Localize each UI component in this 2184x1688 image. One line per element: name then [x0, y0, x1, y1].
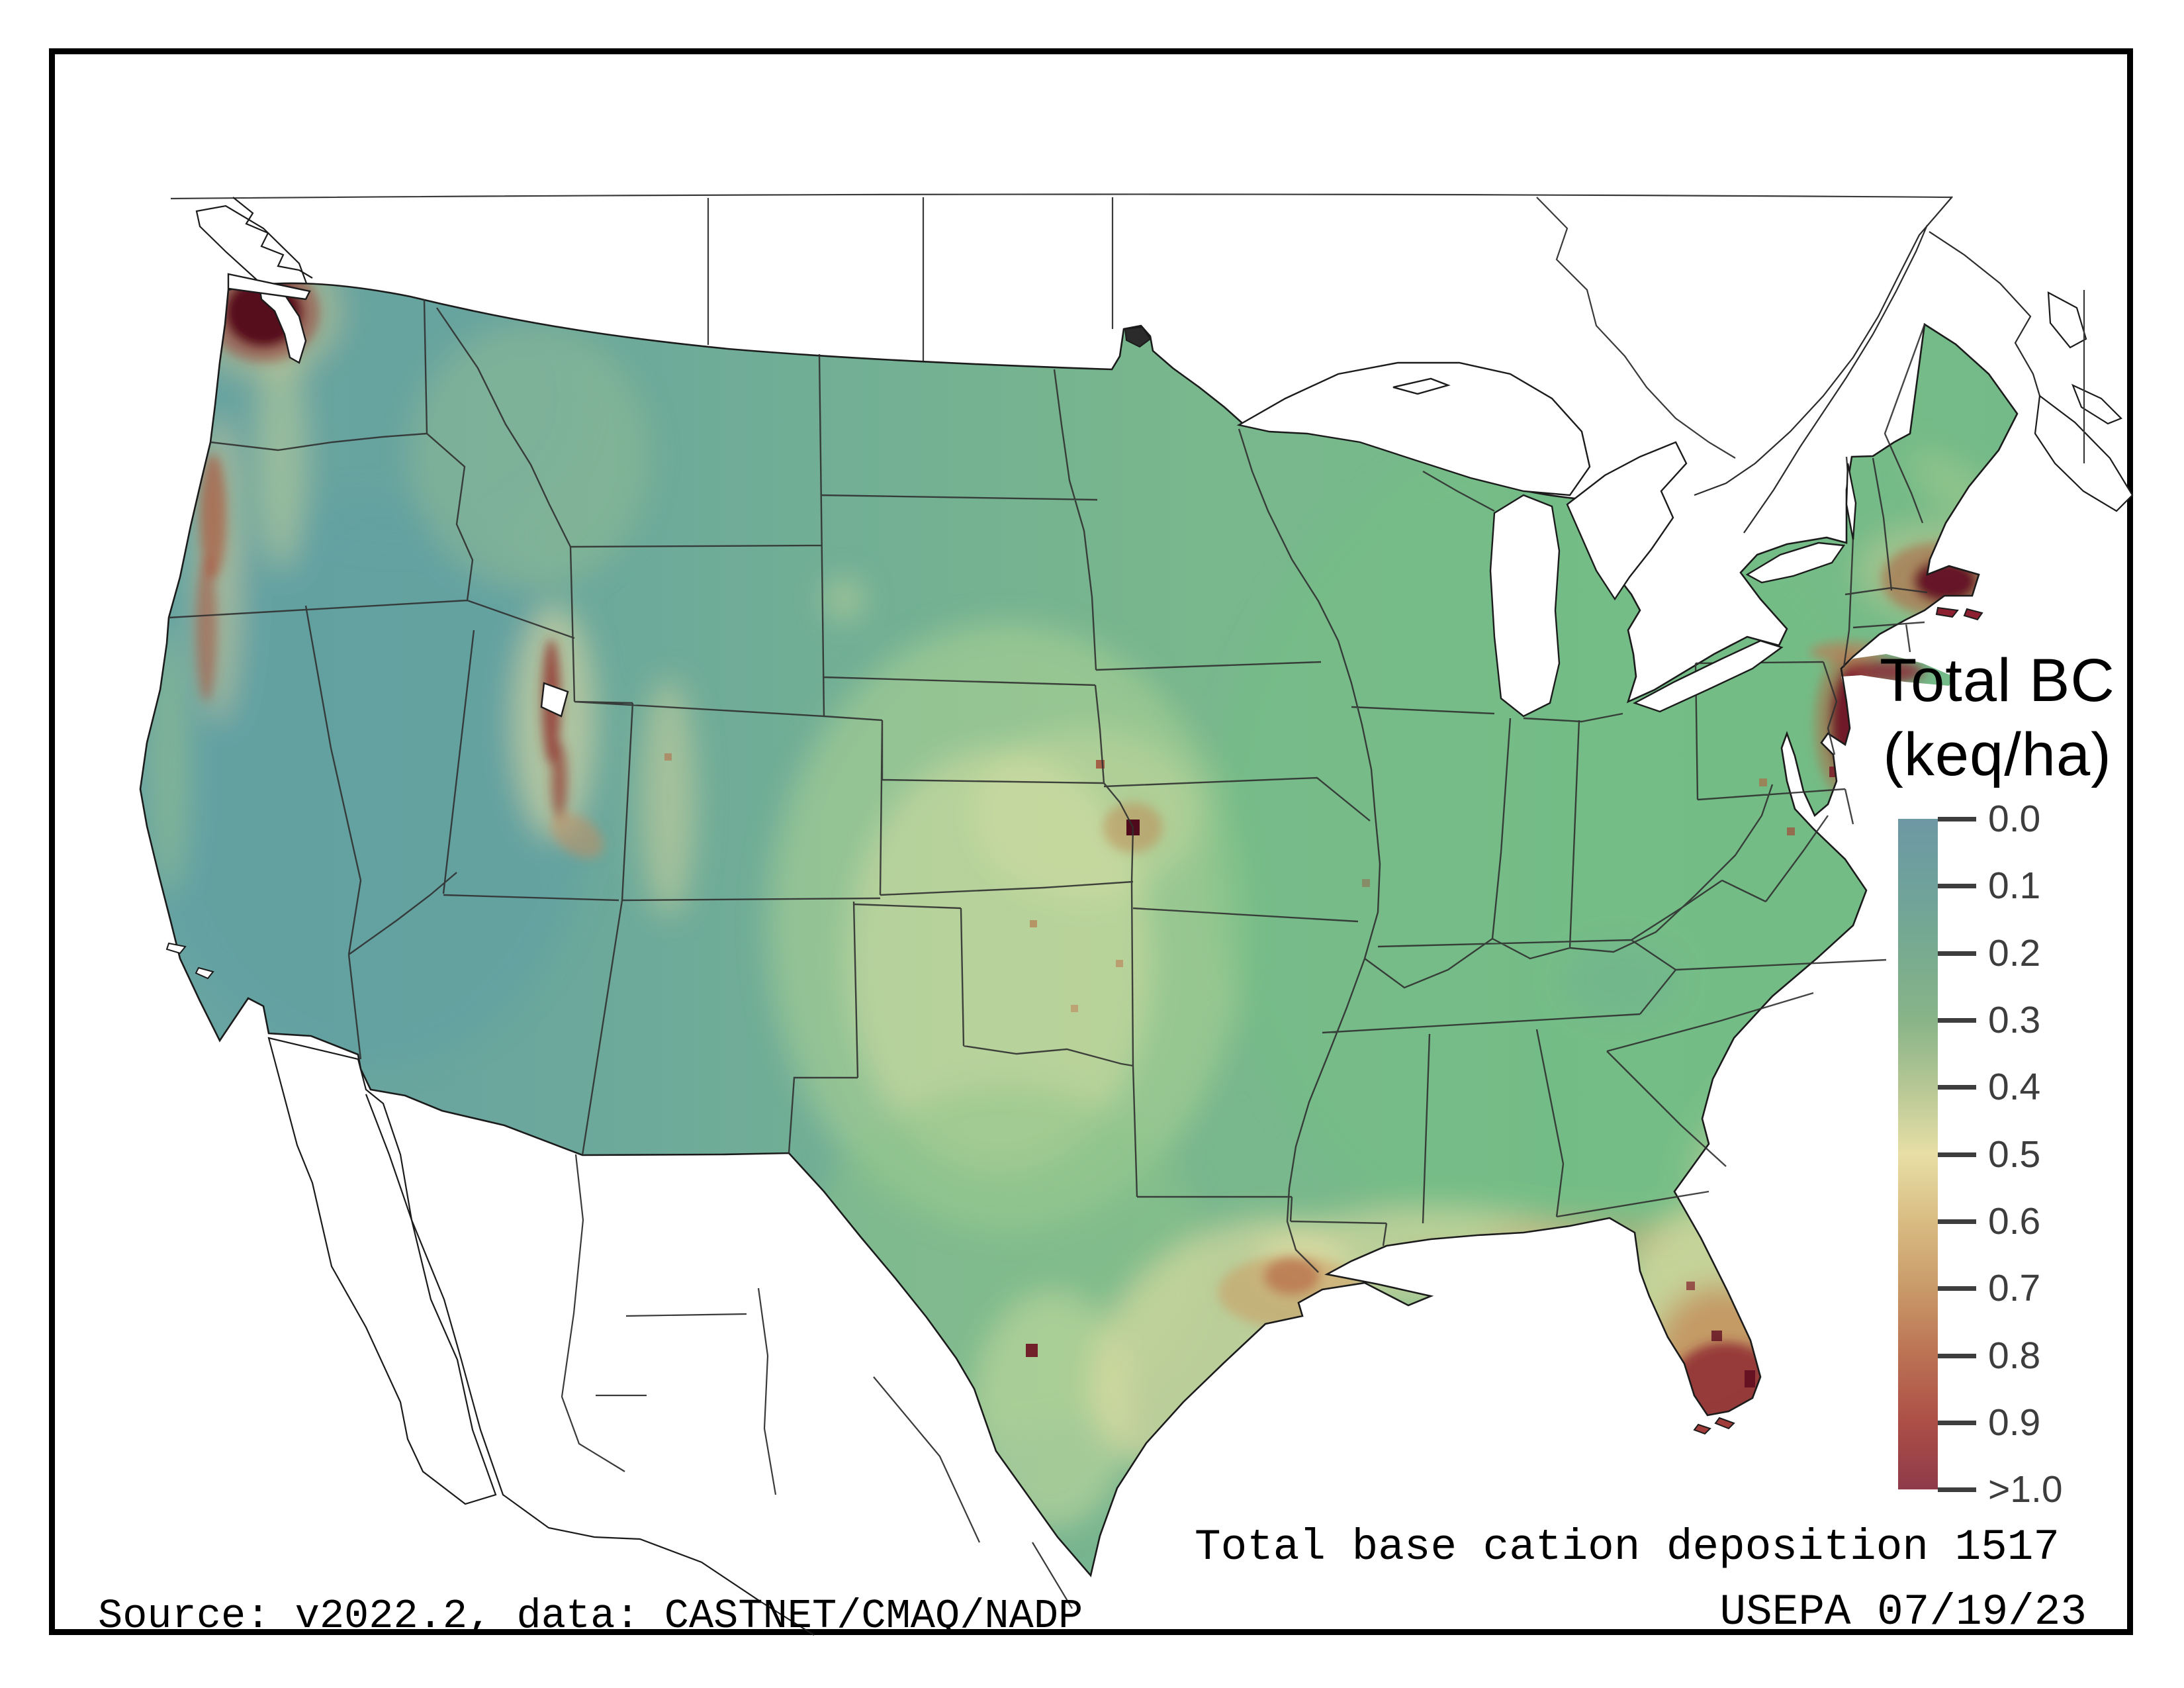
tick-mark [1938, 1017, 1976, 1023]
wash-nebraska-pale [973, 728, 1198, 900]
tick-mark [1938, 1487, 1976, 1492]
hotspot-sw-utah-tan [550, 812, 604, 859]
tick-mark [1938, 816, 1976, 821]
marthas-vineyard-nantucket [1935, 606, 1983, 621]
map-caption: Total base cation deposition 1517 [1194, 1523, 2060, 1572]
agency-date-caption: USEPA 07/19/23 [1719, 1587, 2087, 1637]
tick-label: 0.6 [1988, 1200, 2041, 1243]
wash-fl-panhandle-tan [1482, 1221, 1668, 1255]
colorbar-tick: 0.2 [1938, 932, 2176, 974]
legend-title: Total BC (keq/ha) [1858, 643, 2136, 792]
tick-mark [1938, 883, 1976, 888]
canada-clip-top-line [170, 193, 1952, 200]
colorbar-tick: 0.9 [1938, 1401, 2176, 1444]
tick-label: 0.1 [1988, 865, 2041, 907]
gaspe-maritimes-coast [1929, 231, 2041, 397]
pixel-denver [664, 753, 672, 761]
st-lawrence-river [1694, 196, 1953, 534]
mexico-west-coast [365, 1094, 815, 1636]
lake-huron [1566, 441, 1688, 601]
hotspot-oregon-coast-2 [196, 556, 217, 702]
great-salt-lake [540, 682, 569, 718]
colorbar-tick: 0.7 [1938, 1267, 2176, 1309]
tick-label: 0.5 [1988, 1133, 2041, 1176]
tick-label: 0.3 [1988, 999, 2041, 1041]
puget-sound [258, 285, 307, 364]
us-coastline [139, 282, 2019, 1577]
tick-label: 0.4 [1988, 1066, 2041, 1108]
tick-mark [1938, 1219, 1976, 1224]
colorbar-tick: 0.4 [1938, 1066, 2176, 1108]
canada-province-borders [707, 197, 1736, 459]
colorbar-tick: >1.0 [1938, 1468, 2176, 1511]
tick-label: 0.0 [1988, 798, 2041, 840]
pixel-wichita [1030, 920, 1037, 927]
hotspot-oregon-coast-1 [200, 453, 226, 579]
colorbar-tick: 0.6 [1938, 1200, 2176, 1243]
wash-ca-coast-green [149, 629, 189, 894]
mexico-state-lines [561, 1154, 1073, 1609]
lake-ontario [1745, 541, 1846, 584]
pixel-corpus-christi [1026, 1344, 1038, 1357]
anticosti-island [2047, 291, 2087, 349]
tick-mark [1938, 1084, 1976, 1090]
pixel-fl-maroon-2 [1745, 1370, 1755, 1387]
tick-label: 0.2 [1988, 932, 2041, 974]
hotspot-nola-tan [1396, 1244, 1489, 1278]
pixel-fl-maroon-1 [1711, 1331, 1722, 1341]
pixel-okc [1071, 1005, 1078, 1012]
lake-superior [1236, 361, 1591, 496]
lake-michigan [1489, 494, 1561, 718]
tick-label: 0.8 [1988, 1335, 2041, 1377]
wash-black-hills [824, 578, 864, 620]
pixel-baltimore [1800, 806, 1809, 816]
pixel-washington-dc [1787, 827, 1795, 835]
wash-cascades-yellow [256, 344, 306, 569]
wash-great-basin-teal [146, 496, 596, 1066]
lake-erie [1632, 639, 1784, 713]
islands [165, 326, 1983, 1435]
isle-royale [1392, 377, 1451, 395]
wash-idaho-montana [410, 324, 649, 589]
wash-south-texas-pale [973, 1291, 1132, 1529]
colorbar-tick: 0.1 [1938, 865, 2176, 907]
legend-title-line2: (keq/ha) [1883, 721, 2112, 788]
tick-mark [1938, 1353, 1976, 1358]
baja-california [267, 1037, 497, 1505]
legend-title-line1: Total BC [1880, 647, 2115, 714]
tick-mark [1938, 951, 1976, 956]
source-caption: Source: v2022.2, data: CASTNET/CMAQ/NADP [98, 1593, 1083, 1640]
tick-label: 0.7 [1988, 1267, 2041, 1309]
channel-islands [165, 942, 214, 980]
tick-mark [1938, 1286, 1976, 1291]
tick-mark [1938, 1152, 1976, 1157]
strait-juan-de-fuca [227, 273, 311, 301]
wash-front-range-yellow [641, 679, 696, 917]
colorbar-tick: 0.8 [1938, 1335, 2176, 1377]
colorbar-tick: 0.5 [1938, 1133, 2176, 1176]
wash-appalachia-teal [1562, 940, 1681, 1019]
canada-mexico-outlines [170, 193, 2134, 1636]
colorbar-tick: 0.0 [1938, 798, 2176, 840]
lake-champlain [1845, 463, 1857, 540]
us-raster-layer [140, 283, 2017, 1575]
great-lakes [227, 273, 1857, 718]
tick-label: >1.0 [1988, 1468, 2063, 1511]
bc-coastline [232, 197, 313, 279]
colorbar [1898, 819, 1938, 1489]
pixel-fl-maroon-3 [1686, 1282, 1695, 1290]
tick-mark [1938, 1420, 1976, 1425]
tick-label: 0.9 [1988, 1401, 2041, 1444]
colorbar-tick: 0.3 [1938, 999, 2176, 1041]
hotspot-wasatch-red-south [551, 741, 567, 821]
lake-of-the-woods [1124, 326, 1152, 348]
florida-keys [1693, 1417, 1735, 1435]
state-borders [168, 299, 1928, 1273]
pixel-pittsburgh [1759, 778, 1767, 786]
pixel-st-louis [1362, 879, 1370, 887]
prince-edward-island [2071, 383, 2122, 425]
pixel-tulsa [1116, 960, 1123, 967]
